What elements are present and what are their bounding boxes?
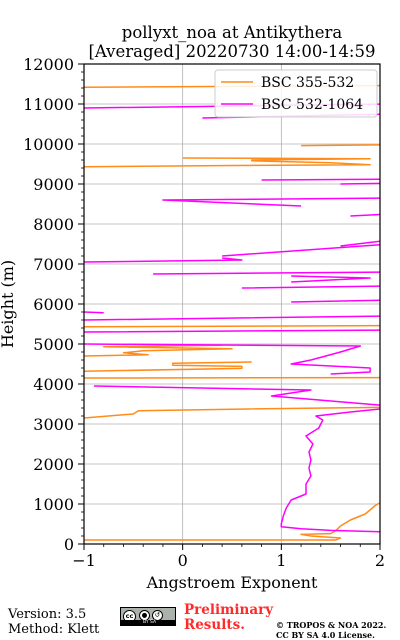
y-tick-label: 7000 bbox=[33, 255, 74, 274]
x-tick-label: 2 bbox=[375, 551, 385, 570]
series-line-bsc-532-1064 bbox=[84, 103, 380, 533]
axis-ticks bbox=[78, 63, 381, 550]
legend-label-bsc-532-1064: BSC 532-1064 bbox=[261, 97, 363, 113]
preliminary-notice: Preliminary Results. bbox=[184, 603, 273, 633]
series-line-bsc-355-532 bbox=[84, 84, 380, 541]
chart-title-line-1: pollyxt_noa at Antikythera bbox=[122, 23, 343, 42]
chart-title-line-2: [Averaged] 20220730 14:00-14:59 bbox=[89, 42, 376, 61]
x-tick-label: −1 bbox=[72, 551, 96, 570]
y-tick-label: 1000 bbox=[33, 495, 74, 514]
y-tick-label: 10000 bbox=[23, 135, 74, 154]
y-axis-label: Height (m) bbox=[0, 260, 17, 348]
y-tick-label: 11000 bbox=[23, 95, 74, 114]
y-tick-label: 9000 bbox=[33, 175, 74, 194]
version-text: Version: 3.5 bbox=[8, 607, 87, 622]
y-tick-label: 8000 bbox=[33, 215, 74, 234]
grid bbox=[83, 63, 381, 545]
legend-box bbox=[214, 69, 378, 118]
y-tick-label: 0 bbox=[64, 535, 74, 554]
x-tick-label: 0 bbox=[178, 551, 188, 570]
x-axis-label: Angstroem Exponent bbox=[146, 573, 318, 592]
y-tick-label: 4000 bbox=[33, 375, 74, 394]
chart-title: pollyxt_noa at Antikythera [Averaged] 20… bbox=[89, 23, 376, 61]
preliminary-line-2: Results. bbox=[184, 617, 245, 633]
method-text: Method: Klett bbox=[8, 622, 100, 637]
legend-label-bsc-355-532: BSC 355-532 bbox=[261, 75, 354, 91]
legend: BSC 355-532 BSC 532-1064 bbox=[214, 69, 378, 118]
copyright-notice: © TROPOS & NOA 2022. CC BY SA 4.0 Licens… bbox=[276, 620, 386, 640]
cc-badge-strip: BY SA bbox=[121, 620, 175, 625]
x-tick-label: 1 bbox=[276, 551, 286, 570]
copyright-line-1: © TROPOS & NOA 2022. bbox=[276, 620, 387, 630]
y-tick-label: 2000 bbox=[33, 455, 74, 474]
preliminary-line-1: Preliminary bbox=[184, 602, 274, 618]
y-tick-label: 6000 bbox=[33, 295, 74, 314]
series-layer bbox=[84, 84, 380, 541]
copyright-line-2: CC BY SA 4.0 License. bbox=[276, 630, 375, 640]
cc-by-sa-icon: cc ● ↺ BY SA bbox=[120, 607, 176, 626]
axis-tick-labels: −1 0 1 201000200030004000500060007000800090… bbox=[23, 55, 385, 570]
y-tick-label: 12000 bbox=[23, 55, 74, 74]
y-tick-label: 5000 bbox=[33, 335, 74, 354]
y-tick-label: 3000 bbox=[33, 415, 74, 434]
